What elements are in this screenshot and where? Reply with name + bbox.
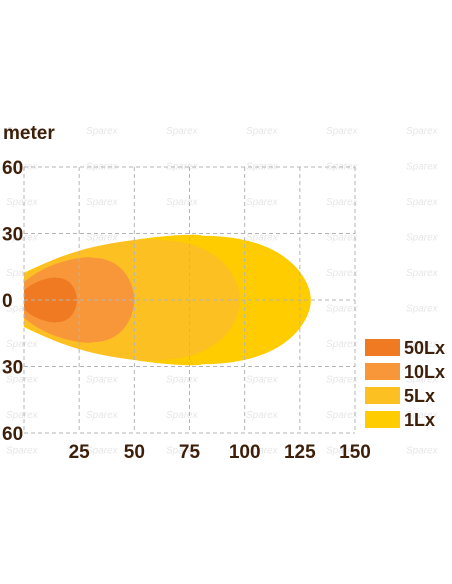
x-tick-label: 100 xyxy=(229,442,261,463)
watermark-text: Sparex xyxy=(326,446,359,457)
lux-area-50lx xyxy=(24,277,77,323)
watermark-text: Sparex xyxy=(166,375,199,386)
y-tick-label: 60 xyxy=(2,424,23,445)
watermark-text: Sparex xyxy=(86,375,119,386)
watermark-text: Sparex xyxy=(6,375,39,386)
x-tick-label: 50 xyxy=(124,442,145,463)
legend: 50Lx 10Lx 5Lx 1Lx xyxy=(365,338,445,430)
watermark-text: Sparex xyxy=(246,126,279,137)
watermark-text: Sparex xyxy=(6,446,39,457)
legend-label-5lx: 5Lx xyxy=(404,386,435,406)
watermark-text: Sparex xyxy=(406,126,439,137)
watermark-text: Sparex xyxy=(6,304,39,315)
x-tick-label: 75 xyxy=(179,442,201,463)
watermark-text: Sparex xyxy=(326,126,359,137)
watermark-text: Sparex xyxy=(86,410,119,421)
watermark-text: Sparex xyxy=(166,410,199,421)
watermark-text: Sparex xyxy=(406,162,439,173)
watermark-text: Sparex xyxy=(6,162,39,173)
watermark-text: Sparex xyxy=(166,197,199,208)
watermark-text: Sparex xyxy=(406,446,439,457)
watermark-text: Sparex xyxy=(246,197,279,208)
watermark-text: Sparex xyxy=(326,304,359,315)
legend-swatch-1lx xyxy=(365,411,400,428)
watermark-text: Sparex xyxy=(86,446,119,457)
watermark-text: Sparex xyxy=(406,375,439,386)
watermark-text: Sparex xyxy=(406,268,439,279)
legend-swatch-5lx xyxy=(365,387,400,404)
watermark-text: Sparex xyxy=(326,268,359,279)
watermark-text: Sparex xyxy=(326,339,359,350)
y-tick-label: 0 xyxy=(2,291,13,312)
x-tick-label: 125 xyxy=(284,442,316,463)
watermark-text: Sparex xyxy=(6,268,39,279)
watermark-text: Sparex xyxy=(246,233,279,244)
watermark-text: Sparex xyxy=(406,410,439,421)
watermark-text: Sparex xyxy=(6,410,39,421)
x-ticks: 25 50 75 100 125 150 xyxy=(69,442,371,463)
y-tick-label: 30 xyxy=(2,358,23,379)
legend-swatch-50lx xyxy=(365,339,400,356)
legend-label-10lx: 10Lx xyxy=(404,362,445,382)
watermark-text: Sparex xyxy=(246,446,279,457)
watermark-text: Sparex xyxy=(326,375,359,386)
y-axis-label: meter xyxy=(3,123,55,144)
y-tick-label: 30 xyxy=(2,225,23,246)
watermark-text: Sparex xyxy=(246,375,279,386)
legend-label-1lx: 1Lx xyxy=(404,410,435,430)
watermark-text: Sparex xyxy=(166,162,199,173)
x-tick-label: 150 xyxy=(339,442,371,463)
watermark-text: Sparex xyxy=(406,233,439,244)
watermark-text: Sparex xyxy=(86,197,119,208)
watermark-text: Sparex xyxy=(326,410,359,421)
y-ticks: 60 30 0 30 60 xyxy=(2,158,23,445)
watermark-text: Sparex xyxy=(6,197,39,208)
y-tick-label: 60 xyxy=(2,158,23,179)
legend-label-50lx: 50Lx xyxy=(404,338,445,358)
watermark-text: Sparex xyxy=(86,233,119,244)
watermark-text: Sparex xyxy=(166,126,199,137)
watermark-text: Sparex xyxy=(406,197,439,208)
watermark-text: Sparex xyxy=(326,233,359,244)
grid xyxy=(23,166,356,434)
watermark-text: Sparex xyxy=(6,233,39,244)
watermark-text: Sparex xyxy=(246,410,279,421)
x-tick-label: 25 xyxy=(69,442,91,463)
legend-swatch-10lx xyxy=(365,363,400,380)
watermark-text: Sparex xyxy=(86,126,119,137)
watermark-text: Sparex xyxy=(166,446,199,457)
watermark-text: Sparex xyxy=(406,304,439,315)
watermark-text: Sparex xyxy=(6,126,39,137)
watermark-text: Sparex xyxy=(6,339,39,350)
watermark-text: Sparex xyxy=(406,339,439,350)
watermark-text: Sparex xyxy=(326,197,359,208)
